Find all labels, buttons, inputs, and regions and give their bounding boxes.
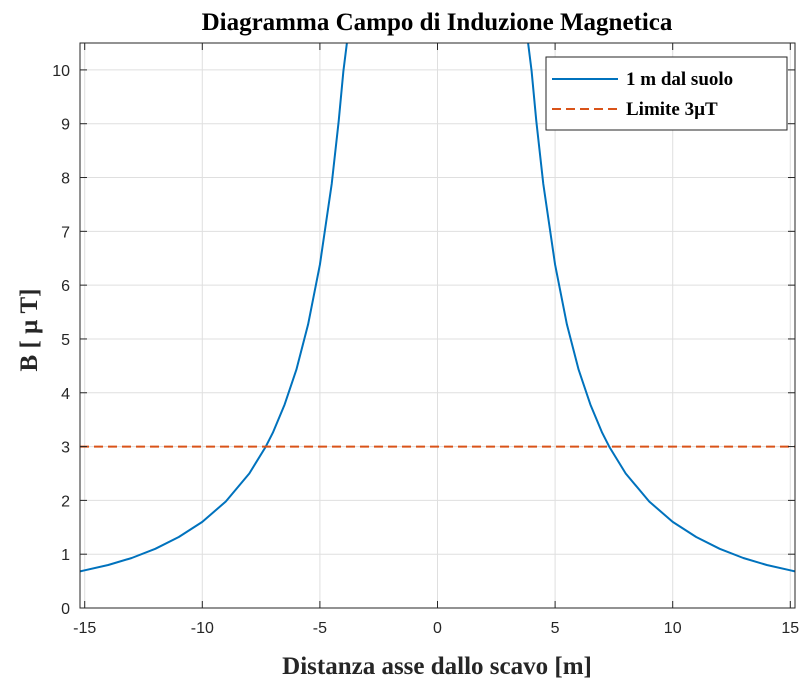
series-line-1m-right — [527, 43, 795, 573]
y-tick-label: 5 — [61, 332, 70, 349]
y-tick-label: 1 — [61, 547, 70, 564]
y-tick-label: 0 — [61, 601, 70, 618]
x-tick-label: 10 — [664, 620, 682, 637]
y-axis-label: B [ μ T] — [16, 289, 43, 372]
chart-title: Diagramma Campo di Induzione Magnetica — [202, 9, 673, 36]
y-tick-labels: 0 1 2 3 4 5 6 7 8 9 10 — [52, 63, 70, 618]
y-tick-label: 6 — [61, 278, 70, 295]
y-tick-label: 8 — [61, 171, 70, 188]
x-tick-label: -5 — [313, 620, 327, 637]
legend-entry-1m: 1 m dal suolo — [626, 69, 733, 90]
tick-marks — [80, 43, 795, 609]
y-tick-label: 10 — [52, 63, 70, 80]
x-tick-label: 5 — [551, 620, 560, 637]
legend-entry-limit: Limite 3µT — [626, 99, 718, 120]
y-tick-label: 7 — [61, 224, 70, 241]
y-tick-label: 9 — [61, 117, 70, 134]
y-tick-label: 3 — [61, 440, 70, 457]
x-tick-labels: -15 -10 -5 0 5 10 15 — [73, 620, 799, 637]
x-tick-label: -10 — [191, 620, 214, 637]
y-tick-label: 4 — [61, 386, 70, 403]
x-tick-label: 0 — [433, 620, 442, 637]
series-line-1m-left — [80, 43, 348, 573]
legend-box — [545, 56, 788, 131]
x-tick-label: 15 — [781, 620, 799, 637]
legend: 1 m dal suolo Limite 3µT — [545, 56, 788, 131]
x-tick-label: -15 — [73, 620, 96, 637]
y-tick-label: 2 — [61, 493, 70, 510]
x-axis-label: Distanza asse dallo scavo [m] — [282, 653, 592, 680]
series-layer — [80, 43, 795, 573]
